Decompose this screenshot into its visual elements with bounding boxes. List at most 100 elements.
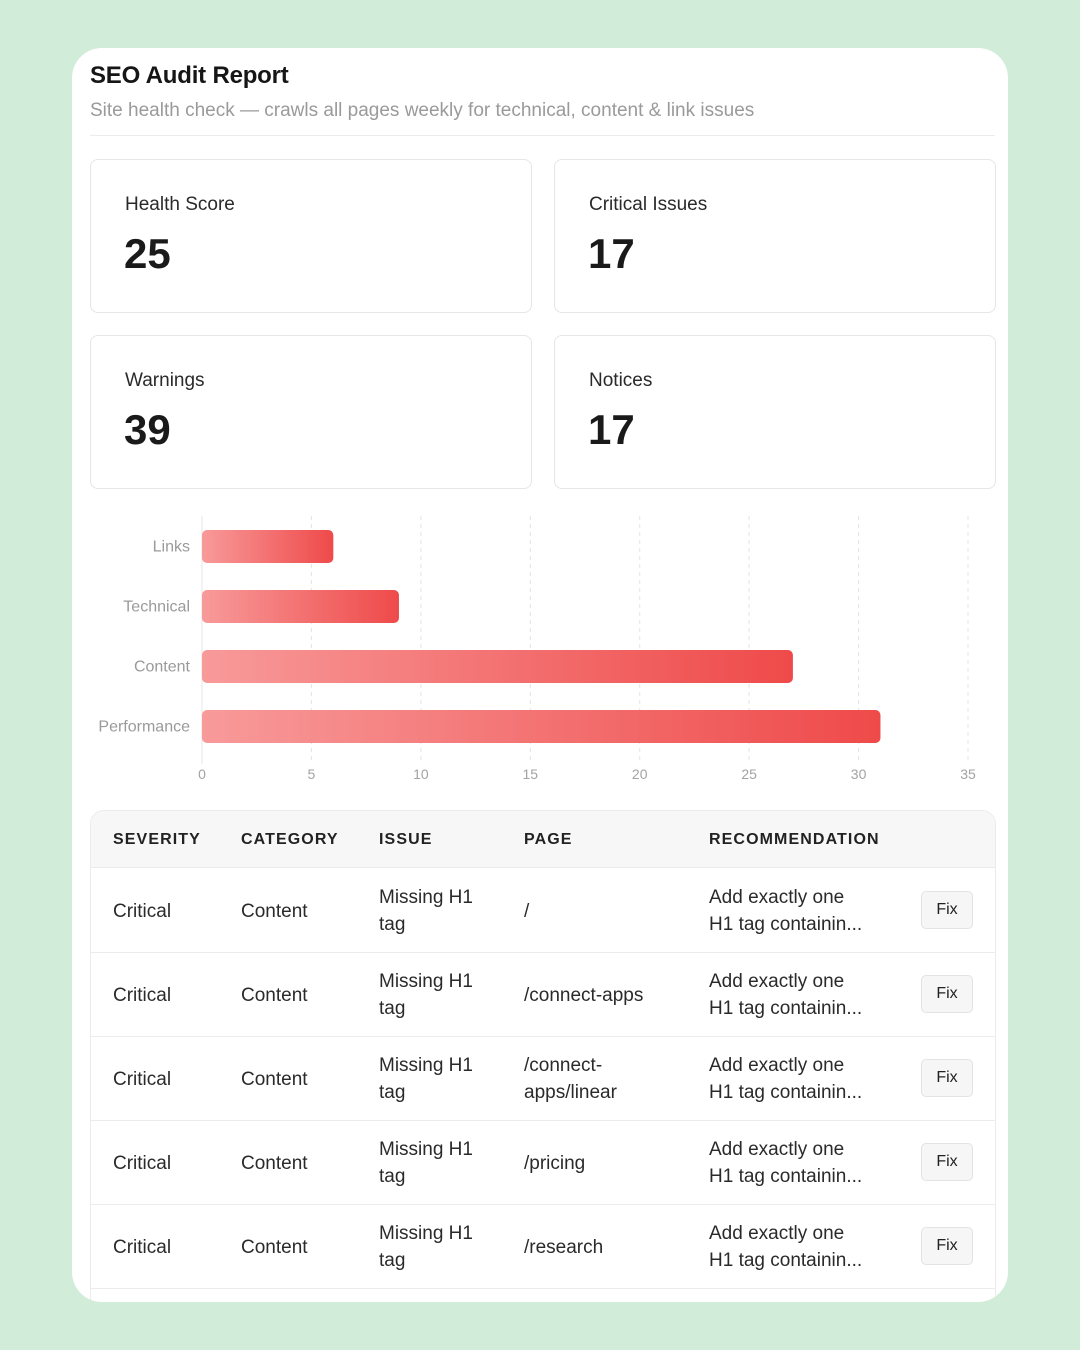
issue-cell: Missing H1 tag [379, 1136, 473, 1190]
issue-cell: Missing H1 tag [379, 968, 473, 1022]
severity-cell: Critical [113, 1066, 171, 1093]
issue-cell: Missing H1 tag [379, 1052, 473, 1106]
chart-category-labels: Links Technical Content Performance [98, 539, 190, 736]
recommendation-cell: Add exactly one H1 tag containin... [709, 1052, 862, 1106]
issue-cell-line: tag [379, 1082, 406, 1103]
recommendation-cell-line: H1 tag containin... [709, 1250, 863, 1271]
issues-table: SEVERITY CATEGORY ISSUE PAGE RECOMMENDAT… [90, 810, 996, 1302]
recommendation-cell: Add exactly one H1 tag containin... [709, 1220, 862, 1274]
report-title: SEO Audit Report [90, 62, 289, 89]
issue-cell-line: tag [379, 1250, 406, 1271]
severity-cell-line: Critical [113, 1237, 172, 1258]
table-row[interactable]: Critical Content Missing H1 tag / Add exactly… [91, 869, 995, 953]
category-cell-line: Content [241, 1069, 308, 1090]
table-row[interactable]: Critical Content Missing H1 tag/connect-app… [91, 953, 995, 1037]
recommendation-cell-line: H1 tag containin... [709, 1166, 863, 1187]
category-cell: Content [241, 1150, 308, 1177]
fix-button[interactable]: Fix [921, 975, 973, 1013]
category-label-technical: Technical [123, 599, 190, 616]
chart-x-ticks: 0 5 10 15 20 25 30 35 [198, 766, 976, 782]
issue-cell: Missing H1 tag [379, 1220, 473, 1274]
chart-bars [202, 530, 881, 743]
column-header-severity[interactable]: SEVERITY [113, 831, 201, 848]
issue-cell-line: tag [379, 998, 406, 1019]
stat-card-warnings: Warnings 39 [90, 335, 532, 489]
x-tick-label: 35 [960, 766, 976, 782]
severity-cell-line: Critical [113, 901, 172, 922]
page-cell: / [524, 898, 529, 925]
x-tick-label: 20 [632, 766, 648, 782]
recommendation-cell-line: H1 tag containin... [709, 998, 863, 1019]
issue-cell-line: Missing H1 [379, 887, 473, 908]
stat-label: Notices [589, 370, 653, 391]
bar-technical[interactable] [202, 590, 399, 623]
recommendation-cell: Add exactly one H1 tag containin... [709, 1136, 862, 1190]
x-tick-label: 5 [308, 766, 316, 782]
category-label-links: Links [153, 539, 190, 556]
category-cell-line: Content [241, 901, 308, 922]
column-header-category[interactable]: CATEGORY [241, 831, 339, 848]
category-cell-line: Content [241, 1153, 308, 1174]
recommendation-cell-line: H1 tag containin... [709, 1082, 863, 1103]
bar-links[interactable] [202, 530, 334, 563]
page-cell: /research [524, 1234, 603, 1261]
report-subtitle: Site health check — crawls all pages wee… [90, 100, 755, 121]
page-cell-line: /connect-apps [524, 985, 644, 1006]
column-header-recommendation[interactable]: RECOMMENDATION [709, 831, 880, 848]
category-cell: Content [241, 898, 308, 925]
page-cell-line: apps/linear [524, 1082, 617, 1103]
category-cell: Content [241, 982, 308, 1009]
severity-cell: Critical [113, 1150, 171, 1177]
recommendation-cell-line: Add exactly one [709, 971, 845, 992]
x-tick-label: 30 [851, 766, 867, 782]
stat-value: 39 [124, 406, 171, 453]
table-header: SEVERITY CATEGORY ISSUE PAGE RECOMMENDAT… [91, 811, 995, 868]
stat-value: 17 [588, 230, 635, 277]
category-cell-line: Content [241, 985, 308, 1006]
x-tick-label: 15 [522, 766, 538, 782]
report-header: SEO Audit Report Site health check — cra… [90, 48, 995, 136]
page-cell: /pricing [524, 1150, 585, 1177]
severity-cell: Critical [113, 982, 171, 1009]
recommendation-cell-line: Add exactly one [709, 1223, 845, 1244]
fix-button[interactable]: Fix [921, 1059, 973, 1097]
recommendation-cell: Add exactly one H1 tag containin... [709, 968, 862, 1022]
stat-label: Health Score [125, 194, 235, 215]
recommendation-cell-line: Add exactly one [709, 1055, 845, 1076]
x-tick-label: 0 [198, 766, 206, 782]
category-cell-line: Content [241, 1237, 308, 1258]
table-row[interactable]: Critical Content Missing H1 tag/connect-app… [91, 1037, 995, 1121]
x-tick-label: 25 [741, 766, 757, 782]
stat-value: 17 [588, 406, 635, 453]
recommendation-cell-line: H1 tag containin... [709, 914, 863, 935]
issue-cell-line: Missing H1 [379, 971, 473, 992]
severity-cell-line: Critical [113, 1069, 172, 1090]
issue-cell: Missing H1 tag [379, 884, 473, 938]
page-cell-line: /pricing [524, 1153, 586, 1174]
issue-cell-line: tag [379, 1166, 406, 1187]
issue-cell-line: Missing H1 [379, 1223, 473, 1244]
column-header-issue[interactable]: ISSUE [379, 831, 433, 848]
table-row[interactable]: Critical Content Missing H1 tag/pricing Add … [91, 1121, 995, 1205]
fix-button[interactable]: Fix [921, 891, 973, 929]
category-cell: Content [241, 1066, 308, 1093]
recommendation-cell-line: Add exactly one [709, 887, 845, 908]
fix-button[interactable]: Fix [921, 1227, 973, 1265]
column-header-page[interactable]: PAGE [524, 831, 573, 848]
severity-cell: Critical [113, 1234, 171, 1261]
fix-button[interactable]: Fix [921, 1143, 973, 1181]
bar-content[interactable] [202, 650, 793, 683]
page-cell: /connect-apps/linear [524, 1052, 617, 1106]
issue-cell-line: tag [379, 914, 406, 935]
severity-cell-line: Critical [113, 1153, 172, 1174]
stat-card-health-score: Health Score 25 [90, 159, 532, 313]
page-cell: /connect-apps [524, 982, 643, 1009]
issue-cell-line: Missing H1 [379, 1055, 473, 1076]
bar-performance[interactable] [202, 710, 881, 743]
x-tick-label: 10 [413, 766, 429, 782]
table-row[interactable]: Critical Content Missing H1 tag/research Add… [91, 1205, 995, 1289]
severity-cell-line: Critical [113, 985, 172, 1006]
stat-card-notices: Notices 17 [554, 335, 996, 489]
stat-label: Critical Issues [589, 194, 708, 215]
recommendation-cell-line: Add exactly one [709, 1139, 845, 1160]
